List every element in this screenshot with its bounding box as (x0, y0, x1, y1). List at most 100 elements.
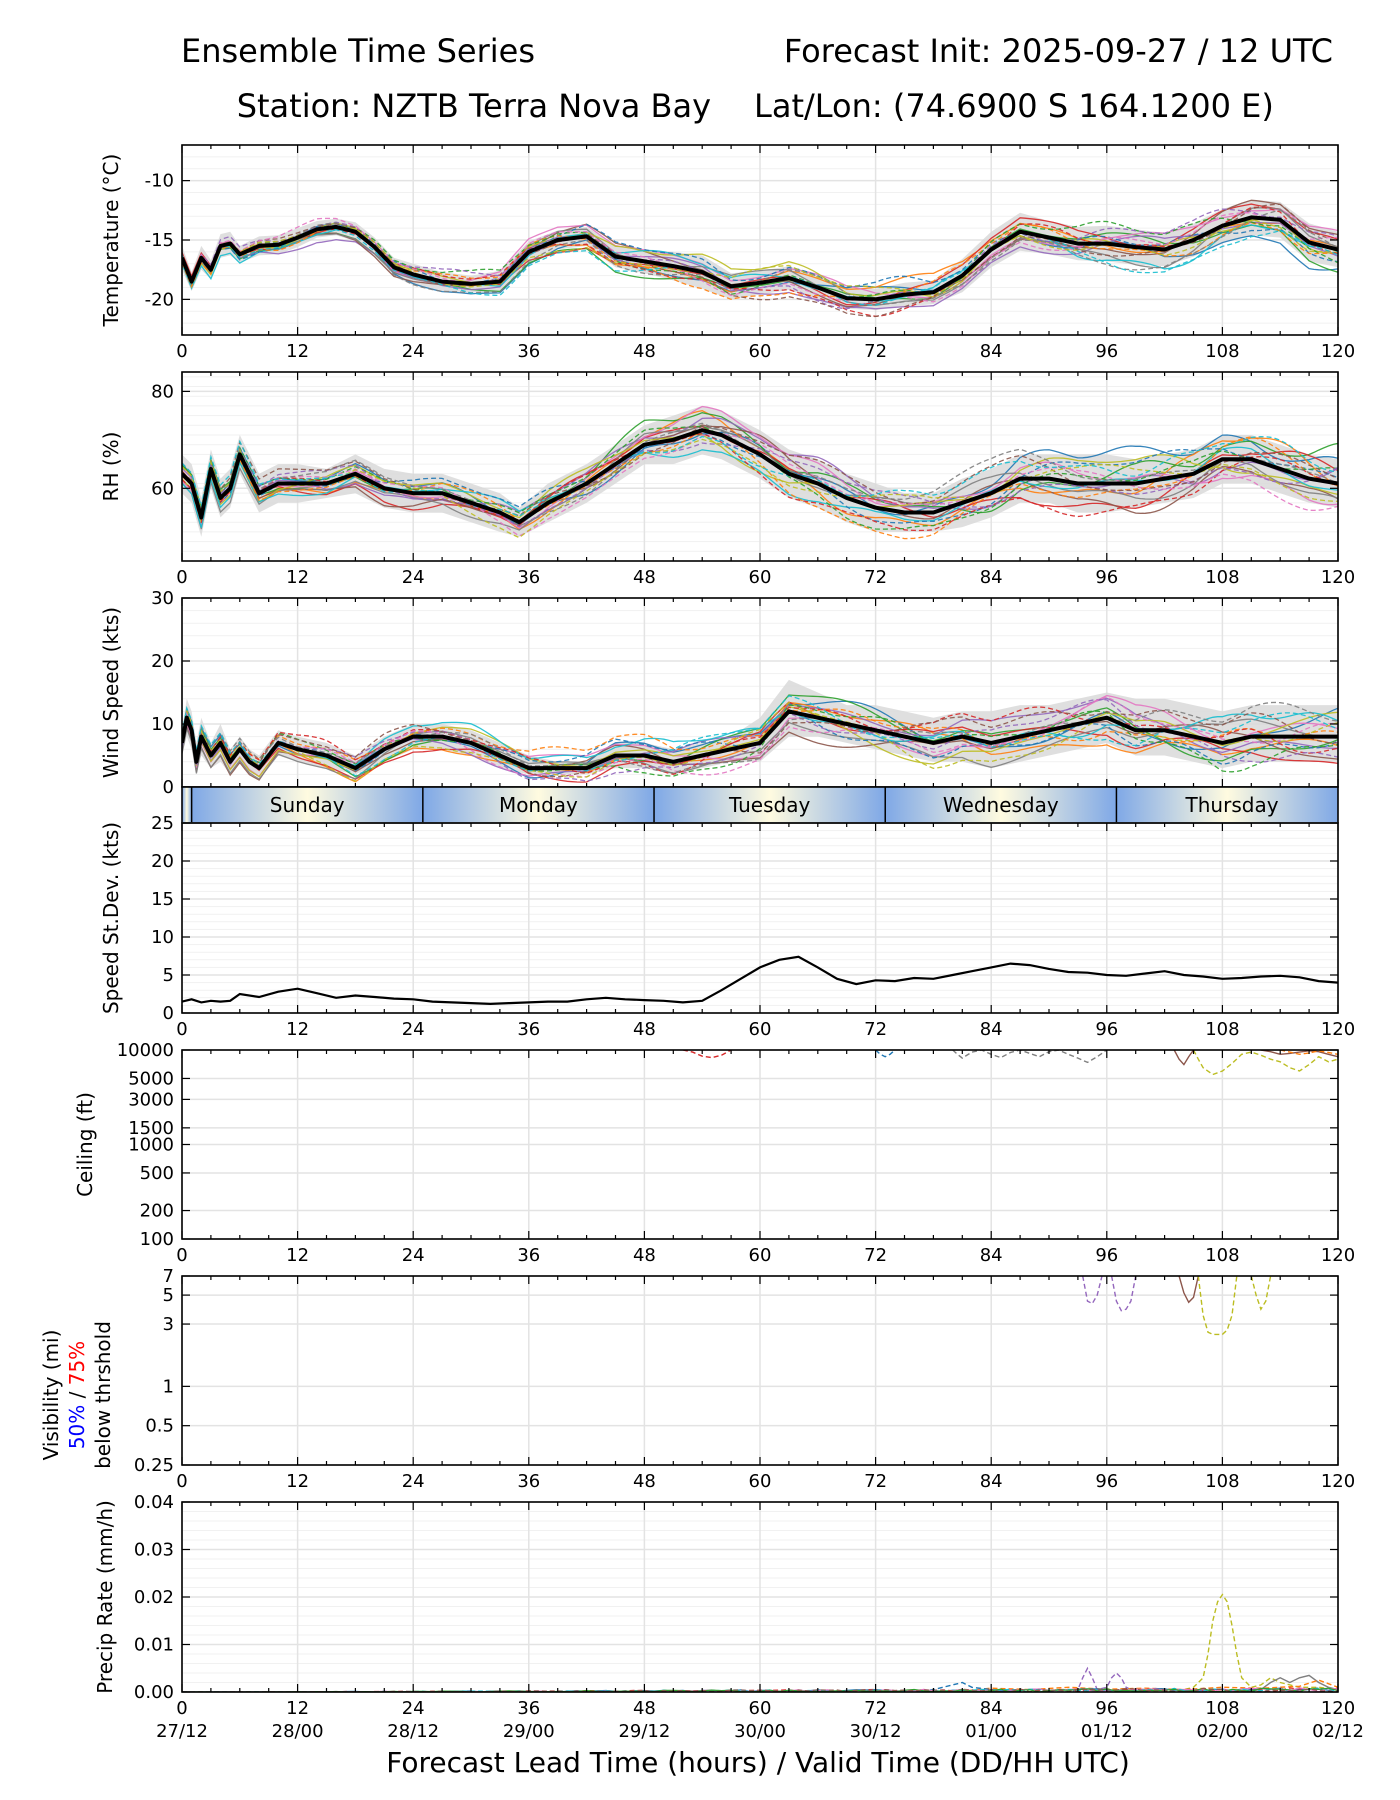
speed_stdev-x-tick-label: 72 (864, 1019, 887, 1040)
ceiling-y-tick-label: 5000 (128, 1068, 174, 1089)
temperature-x-tick-label: 108 (1205, 341, 1239, 362)
speed_stdev-y-tick-label: 0 (163, 1003, 174, 1024)
speed-stdev-panel: 0 12 24 36 48 60 72 84 96 108 120 0 5 10 15 20 25 Speed S… (99, 813, 1355, 1040)
ceiling-axes: 0 12 24 36 48 60 72 84 96 108 120 100 200 500 10001500… (73, 1040, 1355, 1266)
temperature-member-line (182, 219, 1338, 296)
wind_speed-member-line (182, 704, 1338, 777)
speed_stdev-ylabel: Speed St.Dev. (kts) (99, 822, 123, 1014)
wind_speed-mean-line (182, 709, 1338, 771)
wind_speed-member-line (182, 718, 1338, 780)
precip_rate-y-tick-label: 0.03 (134, 1540, 174, 1561)
precip_rate-x-tick-label: 48 (633, 1698, 656, 1719)
precip_rate-x-tick-label: 96 (1095, 1698, 1118, 1719)
speed_stdev-x-tick-label: 96 (1095, 1019, 1118, 1040)
rh-member-line (182, 425, 1338, 530)
visibility-y-tick-label: 0.5 (145, 1416, 174, 1437)
precip_rate-x-tick-label: 12 (286, 1698, 309, 1719)
rh-x-tick-label: 36 (517, 567, 540, 588)
wind-speed-panel: 0 10 20 30 Wind Speed (kts) (99, 588, 1339, 798)
ceiling-y-tick-label: 3000 (128, 1089, 174, 1110)
temperature-x-tick-label: 12 (286, 341, 309, 362)
ceiling-x-tick-label: 108 (1205, 1245, 1239, 1266)
speed_stdev-y-tick-label: 5 (163, 965, 174, 986)
temperature-member-line (182, 223, 1338, 288)
visibility-ylabel-line3: below thrshold (91, 1321, 115, 1469)
speed_stdev-y-tick-label: 15 (151, 889, 174, 910)
visibility-p50-label: 50% (65, 1405, 89, 1449)
speed_stdev-series-line (182, 955, 1338, 1006)
visibility-x-tick-label: 108 (1205, 1471, 1239, 1492)
precip_rate-series-line (1145, 1593, 1338, 1692)
wind_speed-member-line (182, 706, 1338, 775)
title-left-line2: Station: NZTB Terra Nova Bay (237, 87, 711, 125)
day-band: Sunday Monday Tuesday Wednesday Thursday (181, 786, 1339, 824)
wind_speed-member-line (182, 695, 1338, 777)
ceiling-series-line (1173, 1050, 1195, 1066)
wind_speed-member-line (182, 696, 1338, 778)
rh-member-line (182, 430, 1338, 540)
temperature-ylabel: Temperature (°C) (99, 154, 123, 328)
wind_speed-member-line (182, 701, 1338, 774)
rh-member-line (182, 425, 1338, 527)
visibility-x-tick-label: 48 (633, 1471, 656, 1492)
precip_rate-series-line (1049, 1666, 1146, 1692)
temperature-y-tick-label: -20 (145, 289, 174, 310)
temperature-y-tick-label: -10 (145, 171, 174, 192)
rh-member-line (182, 425, 1338, 517)
visibility-sep-label: / (65, 1385, 89, 1404)
speed_stdev-y-tick-label: 10 (151, 927, 174, 948)
rh-x-tick-label: 84 (980, 567, 1003, 588)
wind_speed-axes: 0 10 20 30 Wind Speed (kts) (99, 588, 1339, 798)
visibility-ylabel-line1: Visibility (mi) (39, 1330, 63, 1461)
temperature-x-tick-label: 60 (749, 341, 772, 362)
rh-member-line (182, 434, 1338, 523)
precip_rate-axes: 0 12 24 36 48 60 72 84 96 108 120 27/12 28/00 28/12 29… (93, 1492, 1364, 1742)
precip-rate-panel: 0 12 24 36 48 60 72 84 96 108 120 27/12 28/00 28/12 29… (93, 1492, 1364, 1742)
ceiling-series-line (952, 1050, 1108, 1064)
visibility-x-tick-label: 120 (1321, 1471, 1355, 1492)
temperature-member-line (182, 228, 1338, 306)
visibility-ylabel-pct: 50% / 75% (65, 1341, 89, 1449)
temperature-axes: 0 12 24 36 48 60 72 84 96 108 120 -20 -15 -10 Temperat… (99, 144, 1355, 362)
rh-x-tick-label: 72 (864, 567, 887, 588)
wind_speed-plot-area (182, 679, 1338, 783)
valid-time-label: 29/12 (618, 1721, 670, 1742)
visibility-y-tick-label: 1 (163, 1376, 174, 1397)
day-label: Thursday (1185, 793, 1279, 817)
wind_speed-y-tick-label: 0 (163, 777, 174, 798)
title-left-line1: Ensemble Time Series (181, 32, 535, 70)
visibility-y-tick-label: 3 (163, 1314, 174, 1335)
rh-member-line (182, 442, 1338, 528)
rh-x-tick-label: 120 (1321, 567, 1355, 588)
visibility-x-tick-label: 60 (749, 1471, 772, 1492)
rh-x-tick-label: 60 (749, 567, 772, 588)
visibility-plot-area (1082, 1276, 1272, 1336)
temperature-x-tick-label: 120 (1321, 341, 1355, 362)
temperature-y-tick-label: -15 (145, 230, 174, 251)
visibility-y-tick-label: 0.25 (134, 1455, 174, 1476)
ceiling-grid (181, 1049, 1339, 1240)
visibility-y-tick-label: 7 (163, 1266, 174, 1287)
precip_rate-x-tick-label: 108 (1205, 1698, 1239, 1719)
visibility-x-tick-label: 72 (864, 1471, 887, 1492)
speed_stdev-axes: 0 12 24 36 48 60 72 84 96 108 120 0 5 10 15 20 25 Speed S… (99, 813, 1355, 1040)
ceiling-plot-area (682, 1050, 1338, 1076)
ceiling-series-line (1280, 1050, 1338, 1056)
ceiling-x-tick-label: 48 (633, 1245, 656, 1266)
visibility-series-line (1197, 1276, 1238, 1336)
day-label: Sunday (270, 793, 345, 817)
valid-time-label: 02/12 (1312, 1721, 1364, 1742)
precip_rate-y-tick-label: 0.00 (134, 1682, 174, 1703)
valid-time-label: 28/00 (272, 1721, 324, 1742)
valid-time-label: 30/12 (850, 1721, 902, 1742)
ceiling-y-tick-label: 500 (140, 1163, 174, 1184)
rh-members (182, 405, 1338, 540)
rh-plot-area (182, 405, 1338, 540)
valid-time-label: 01/00 (965, 1721, 1017, 1742)
visibility-y-tick-label: 5 (163, 1285, 174, 1306)
valid-time-label: 02/00 (1196, 1721, 1248, 1742)
temperature-x-tick-label: 36 (517, 341, 540, 362)
day-label: Monday (499, 793, 578, 817)
rh-panel: 0 12 24 36 48 60 72 84 96 108 120 60 80 RH (%) (99, 371, 1355, 588)
ceiling-y-tick-label: 100 (140, 1229, 174, 1250)
